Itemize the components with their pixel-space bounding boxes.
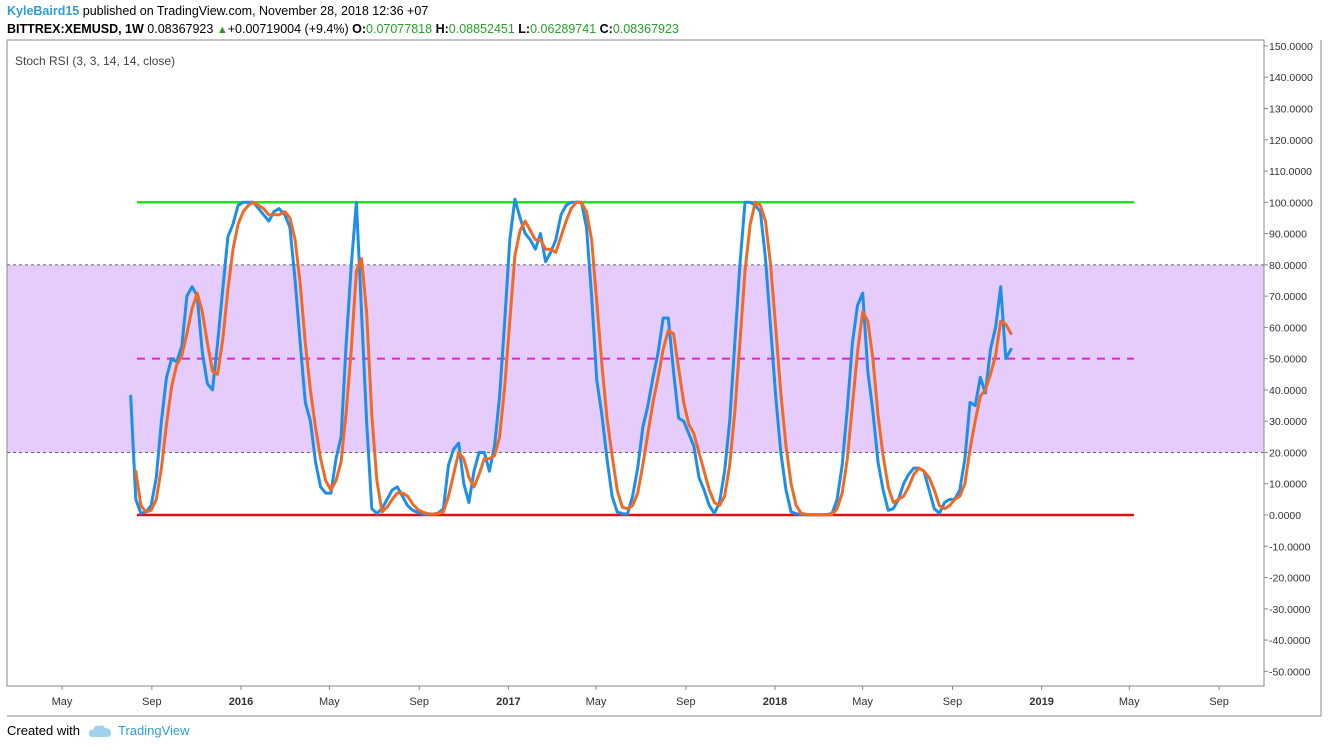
x-tick-label: 2016 (229, 696, 253, 708)
series-line-0[interactable] (129, 197, 1013, 517)
x-tick-label: Sep (943, 696, 963, 708)
y-tick-label: 100.0000 (1269, 197, 1313, 209)
tradingview-cloud-icon (88, 724, 111, 737)
y-tick-label: -10.0000 (1269, 541, 1311, 553)
y-tick-label: 20.0000 (1269, 447, 1307, 459)
symbol-info: BITTREX:XEMUSD, 1W 0.08367923 ▲+0.007190… (7, 22, 679, 36)
open-value: 0.07077818 (366, 22, 433, 36)
y-tick-label: 110.0000 (1269, 166, 1312, 178)
x-tick-label: May (52, 696, 73, 708)
tradingview-brand[interactable]: TradingView (117, 723, 190, 738)
x-tick-label: May (1119, 696, 1140, 708)
high-label: H: (435, 22, 449, 36)
publish-info: KyleBaird15 published on TradingView.com… (7, 4, 428, 18)
y-tick-label: -20.0000 (1269, 573, 1311, 585)
y-tick-label: 40.0000 (1269, 385, 1307, 397)
y-tick-label: 50.0000 (1269, 354, 1307, 366)
x-tick-label: May (852, 696, 873, 708)
y-tick-label: -30.0000 (1269, 604, 1311, 616)
y-tick-label: 10.0000 (1269, 479, 1307, 491)
low-value: 0.06289741 (530, 22, 597, 36)
y-tick-label: 70.0000 (1269, 291, 1307, 303)
x-tick-label: Sep (142, 696, 162, 708)
price-change: +0.00719004 (+9.4%) (227, 22, 349, 36)
close-value: 0.08367923 (612, 22, 679, 36)
x-tick-label: Sep (676, 696, 696, 708)
up-triangle-icon: ▲ (216, 24, 228, 36)
x-tick-label: Sep (409, 696, 429, 708)
last-price: 0.08367923 (147, 22, 214, 36)
footer: Created with TradingView (7, 723, 190, 738)
high-value: 0.08852451 (448, 22, 515, 36)
x-tick-label: Sep (1209, 696, 1229, 708)
y-tick-label: -40.0000 (1269, 635, 1311, 647)
y-tick-label: 80.0000 (1269, 260, 1307, 272)
y-tick-label: 90.0000 (1269, 229, 1307, 241)
time-axis[interactable]: May Sep 2016 May Sep 2017 May Sep 2018 May Sep 2019… (52, 686, 1229, 708)
author-link[interactable]: KyleBaird15 (7, 4, 80, 18)
price-axis[interactable]: 150.0000 140.0000 130.0000 120.0000 110.0000… (1264, 41, 1313, 678)
y-tick-label: 150.0000 (1269, 41, 1313, 53)
y-tick-label: 30.0000 (1269, 416, 1307, 428)
symbol-name: BITTREX:XEMUSD, 1W (7, 22, 144, 36)
x-tick-label: May (586, 696, 607, 708)
indicator-label: Stoch RSI (3, 3, 14, 14, close) (15, 54, 175, 68)
publish-text: published on TradingView.com, November 2… (82, 4, 429, 18)
y-tick-label: 0.0000 (1269, 510, 1301, 522)
y-tick-label: -50.0000 (1269, 666, 1311, 678)
x-tick-label: 2017 (496, 696, 520, 708)
low-label: L: (518, 22, 531, 36)
x-tick-label: 2019 (1029, 696, 1053, 708)
x-tick-label: 2018 (763, 696, 787, 708)
y-tick-label: 130.0000 (1269, 103, 1313, 115)
y-tick-label: 120.0000 (1269, 135, 1313, 147)
created-with-text: Created with (7, 723, 80, 738)
close-label: C: (599, 22, 613, 36)
open-label: O: (352, 22, 367, 36)
y-tick-label: 140.0000 (1269, 72, 1313, 84)
y-tick-label: 60.0000 (1269, 322, 1307, 334)
series-line-1[interactable] (134, 200, 1013, 517)
x-tick-label: May (319, 696, 340, 708)
